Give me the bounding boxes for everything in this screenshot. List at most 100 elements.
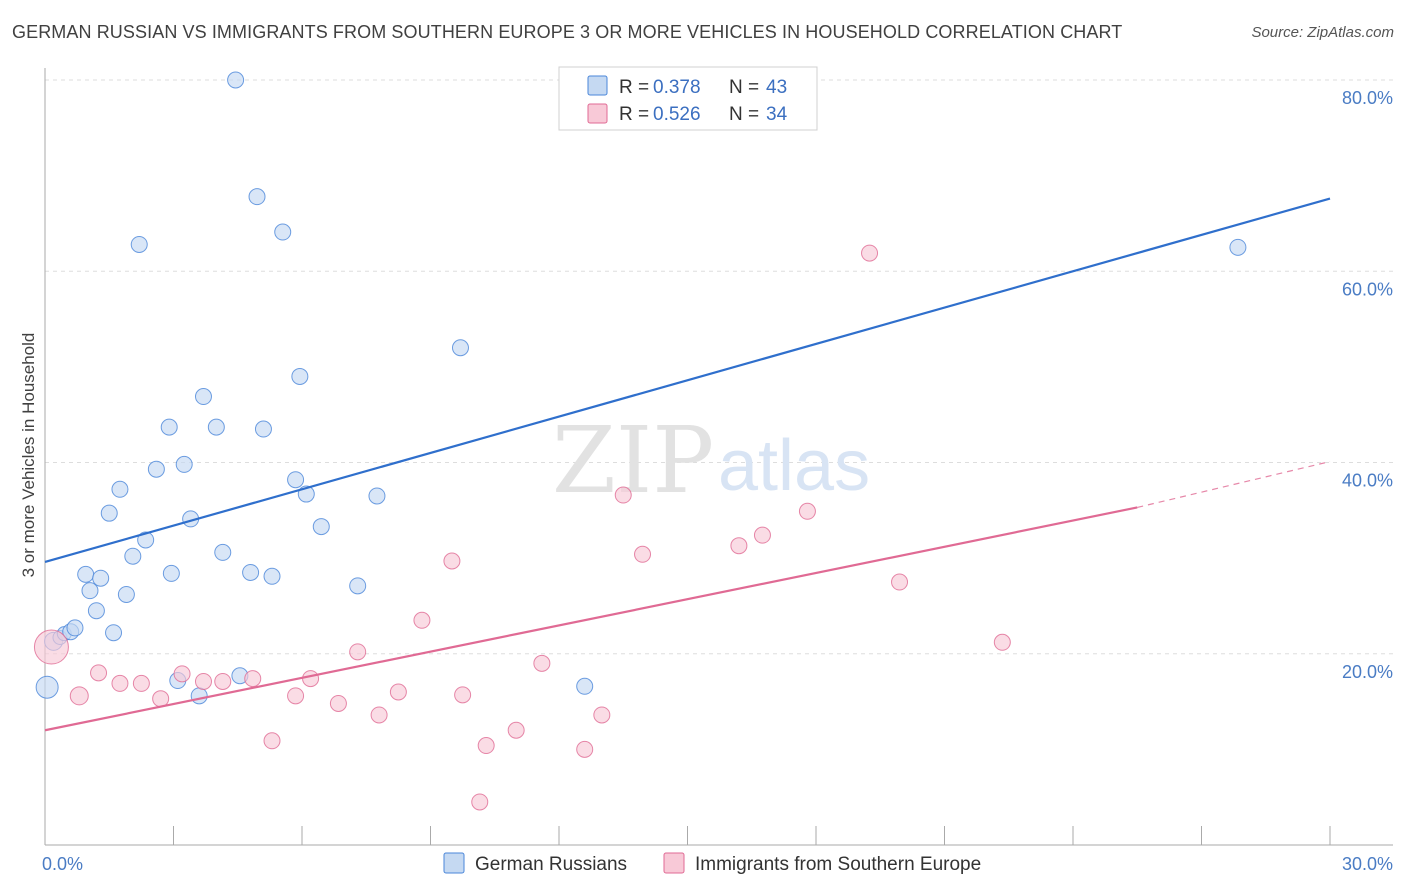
axes <box>44 68 1393 846</box>
data-point <box>147 460 165 478</box>
data-point <box>753 526 771 544</box>
data-point <box>194 388 212 406</box>
bottom-legend-label-1: Immigrants from Southern Europe <box>695 854 981 875</box>
legend-r-label-1: R = <box>619 104 649 125</box>
data-point <box>614 486 632 504</box>
data-point <box>454 686 472 704</box>
data-point <box>798 502 816 520</box>
watermark: ZIP atlas <box>552 407 870 514</box>
data-point <box>175 455 193 473</box>
series-immigrants-southern-europe <box>33 244 1011 811</box>
legend-n-value-1: 34 <box>766 104 788 125</box>
data-point <box>35 675 59 699</box>
data-point <box>329 694 347 712</box>
legend-n-value-0: 43 <box>766 77 787 98</box>
data-point <box>90 664 108 682</box>
trend-line-blue <box>44 197 1331 564</box>
data-point <box>471 793 489 811</box>
data-point <box>576 740 594 758</box>
legend-box: R = 0.378 N = 43 R = 0.526 N = 34 <box>558 66 818 131</box>
data-point <box>132 674 150 692</box>
data-point <box>263 732 281 750</box>
series-german-russians <box>35 71 1247 705</box>
data-point <box>302 670 320 688</box>
data-point <box>287 687 305 705</box>
y-tick-label: 60.0% <box>1342 279 1393 299</box>
y-tick-label: 40.0% <box>1342 471 1393 491</box>
data-point <box>81 582 99 600</box>
data-point <box>152 690 170 708</box>
legend-n-label-1: N = <box>729 104 759 125</box>
data-point <box>244 670 262 688</box>
y-tick-label: 20.0% <box>1342 662 1393 682</box>
data-point <box>274 223 292 241</box>
trend-line-pink <box>44 506 1138 732</box>
data-point <box>124 547 142 565</box>
data-point <box>100 504 118 522</box>
data-point <box>33 629 69 665</box>
data-point <box>389 683 407 701</box>
data-point <box>242 563 260 581</box>
legend-swatch-pink <box>587 103 608 124</box>
watermark-atlas: atlas <box>718 426 870 506</box>
data-point <box>730 537 748 555</box>
data-point <box>190 687 208 705</box>
data-point <box>576 677 594 695</box>
data-point <box>451 339 469 357</box>
data-point <box>368 487 386 505</box>
bottom-legend-swatch-blue <box>443 852 465 874</box>
data-point <box>66 619 84 637</box>
data-point <box>111 674 129 692</box>
chart-title: GERMAN RUSSIAN VS IMMIGRANTS FROM SOUTHE… <box>12 22 1123 42</box>
data-point <box>248 188 266 206</box>
data-point <box>77 565 95 583</box>
data-point <box>87 602 105 620</box>
data-point <box>137 531 155 549</box>
data-point <box>111 480 129 498</box>
data-point <box>349 577 367 595</box>
data-point <box>227 71 245 89</box>
y-axis-label: 3 or more Vehicles in Household <box>19 333 38 578</box>
data-point <box>507 721 525 739</box>
watermark-zip: ZIP <box>552 407 714 514</box>
legend-r-value-0: 0.378 <box>653 77 701 98</box>
data-point <box>162 564 180 582</box>
legend-swatch-blue <box>587 75 608 96</box>
data-point <box>194 672 212 690</box>
data-point <box>312 518 330 536</box>
data-point <box>214 543 232 561</box>
trend-line-extension-pink <box>1137 460 1331 509</box>
data-point <box>993 633 1011 651</box>
bottom-legend: German Russians Immigrants from Southern… <box>443 852 981 875</box>
data-point <box>130 235 148 253</box>
data-point <box>254 420 272 438</box>
data-point <box>287 471 305 489</box>
data-point <box>92 569 110 587</box>
data-point <box>477 737 495 755</box>
data-point <box>443 552 461 570</box>
data-point <box>105 624 123 642</box>
bottom-legend-swatch-pink <box>663 852 685 874</box>
data-point <box>861 244 879 262</box>
data-point <box>349 643 367 661</box>
data-point <box>214 672 232 690</box>
bottom-legend-label-0: German Russians <box>475 854 627 875</box>
data-point <box>533 654 551 672</box>
data-point <box>634 545 652 563</box>
data-point <box>891 573 909 591</box>
data-point <box>207 418 225 436</box>
source-note: Source: ZipAtlas.com <box>1251 24 1394 41</box>
tick-labels: 20.0% 40.0% 60.0% 80.0% 0.0% 30.0% <box>42 88 1393 874</box>
data-point <box>1229 238 1247 256</box>
x-tick-label: 30.0% <box>1342 854 1393 874</box>
data-point <box>263 567 281 585</box>
data-point <box>117 585 135 603</box>
data-point <box>370 706 388 724</box>
data-point <box>69 686 89 706</box>
x-tick-label: 0.0% <box>42 854 83 874</box>
data-point <box>291 367 309 385</box>
gridlines <box>45 79 1393 655</box>
legend-r-value-1: 0.526 <box>653 104 701 125</box>
legend-n-label-0: N = <box>729 77 759 98</box>
